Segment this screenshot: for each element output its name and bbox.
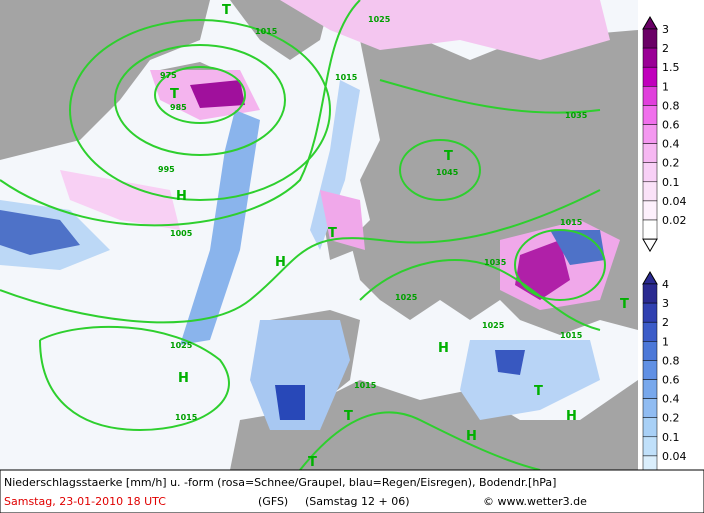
legend-label: 0.8: [662, 354, 680, 367]
pressure-label: 1015: [354, 381, 377, 390]
pressure-label: 1045: [436, 168, 459, 177]
pressure-center: T: [170, 87, 179, 102]
pressure-center: T: [534, 384, 543, 399]
pressure-center: T: [344, 409, 353, 424]
colorbar-cell: [642, 162, 658, 183]
footer: [0, 469, 704, 513]
colorbar-cell: [642, 181, 658, 202]
legend-label: 0.4: [662, 138, 680, 151]
legend-label: 0.04: [662, 450, 687, 463]
run: (Samstag 12 + 06): [305, 495, 410, 508]
legend-label: 0.02: [662, 214, 687, 227]
colorbar-cap: [642, 238, 658, 253]
pressure-label: 1025: [395, 293, 418, 302]
legend-label: 0.8: [662, 99, 680, 112]
pressure-label: 1015: [335, 73, 358, 82]
colorbar-cell: [642, 321, 658, 342]
colorbar-cell: [642, 302, 658, 323]
model: (GFS): [258, 495, 288, 508]
colorbar-cell: [642, 341, 658, 361]
legend-label: 0.2: [662, 412, 680, 425]
pressure-center: T: [620, 297, 629, 312]
colorbar-cell: [642, 200, 658, 221]
colorbar-cell: [642, 86, 658, 106]
legend-label: 0.2: [662, 157, 680, 170]
legend-label: 0.6: [662, 119, 680, 132]
legend-label: 1: [662, 335, 669, 348]
colorbar-cell: [642, 47, 658, 68]
isobars: [0, 0, 606, 471]
colorbar-cell: [642, 105, 658, 125]
pressure-center: H: [566, 409, 577, 424]
pressure-center: H: [275, 255, 286, 270]
legend-label: 0.6: [662, 374, 680, 387]
pressure-label: 995: [158, 165, 175, 174]
pressure-center: H: [466, 429, 477, 444]
colorbar-cell: [642, 379, 658, 399]
legend-label: 3: [662, 23, 669, 36]
colorbar-cell: [642, 28, 658, 49]
pressure-label: 1015: [560, 218, 583, 227]
pressure-label: 1025: [170, 341, 193, 350]
legend-label: 0.4: [662, 393, 680, 406]
date: Samstag, 23-01-2010 18 UTC: [4, 495, 166, 508]
pressure-label: 1025: [368, 15, 391, 24]
legend-label: 0.04: [662, 195, 687, 208]
pressure-label: 1015: [560, 331, 583, 340]
legend-label: 3: [662, 297, 669, 310]
colorbar-cell: [642, 436, 658, 457]
legend-label: 1: [662, 80, 669, 93]
pressure-center: T: [308, 455, 317, 470]
legend-label: 0.1: [662, 176, 680, 189]
pressure-label: 1025: [482, 321, 505, 330]
pressure-label: 985: [170, 103, 187, 112]
colorbar-cell: [642, 283, 658, 304]
pressure-label: 1015: [255, 27, 278, 36]
site: © www.wetter3.de: [483, 495, 587, 508]
colorbar-cell: [642, 143, 658, 163]
colorbar-cell: [642, 124, 658, 144]
pressure-label: 1005: [170, 229, 193, 238]
colorbar-cell: [642, 66, 658, 87]
legend-label: 2: [662, 42, 669, 55]
pressure-center: T: [444, 149, 453, 164]
legend-label: 4: [662, 278, 669, 291]
pressure-center: H: [178, 371, 189, 386]
legend-label: 2: [662, 316, 669, 329]
pressure-center: T: [328, 226, 337, 241]
pressure-center: T: [222, 3, 231, 18]
colorbar-cell: [642, 219, 658, 240]
precipitation: [0, 0, 620, 430]
pressure-label: 1035: [484, 258, 507, 267]
pressure-label: 975: [160, 71, 177, 80]
colorbar-cell: [642, 360, 658, 380]
colorbar-cell: [642, 417, 658, 438]
pressure-center: H: [176, 189, 187, 204]
legend-label: 0.1: [662, 431, 680, 444]
pressure-center: H: [438, 341, 449, 356]
caption: Niederschlagsstaerke [mm/h] u. -form (ro…: [4, 476, 556, 489]
colorbar-cell: [642, 398, 658, 418]
legend-label: 1.5: [662, 61, 680, 74]
pressure-label: 1015: [175, 413, 198, 422]
pressure-label: 1035: [565, 111, 588, 120]
